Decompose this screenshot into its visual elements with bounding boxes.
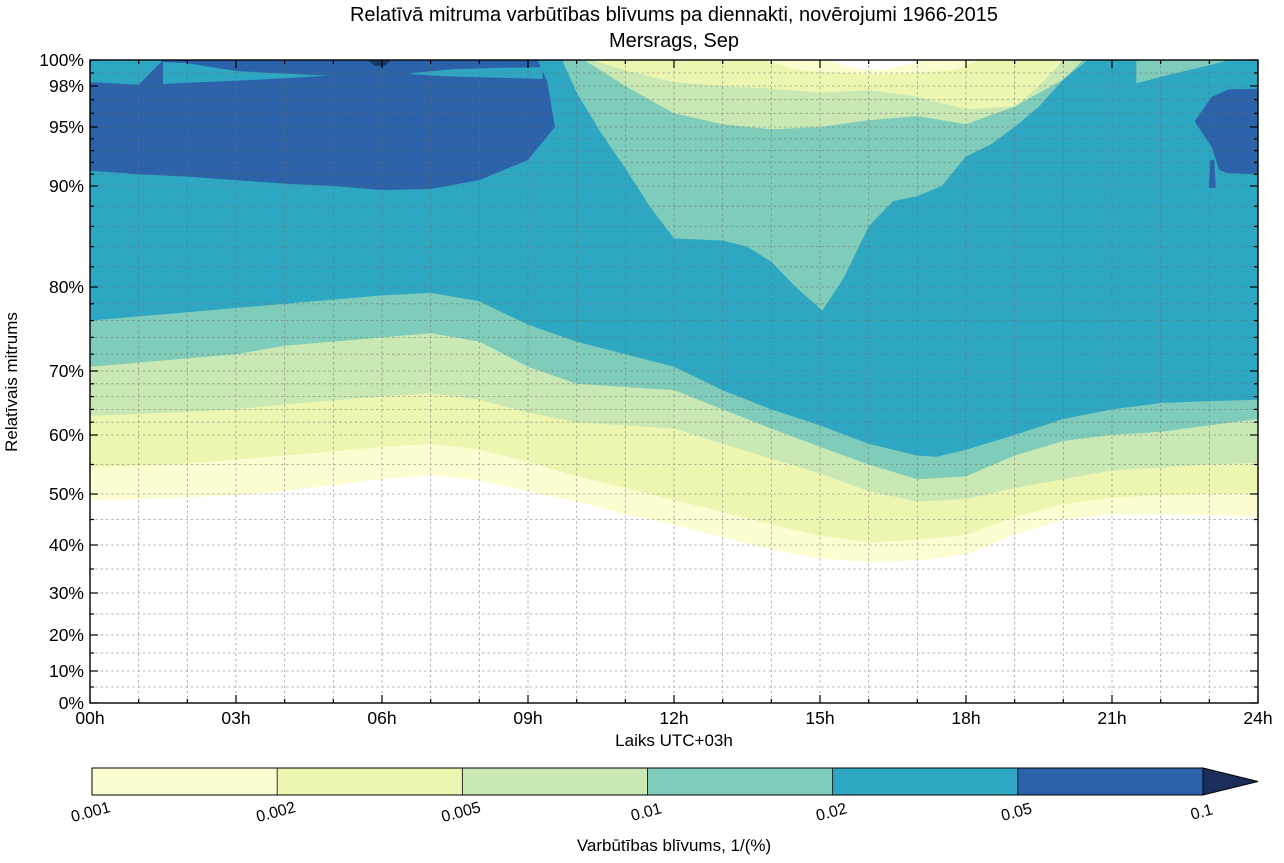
y-tick-label: 80%: [49, 277, 84, 297]
colorbar-arrow: [1202, 767, 1259, 796]
colorbar: 0.001 0.002 0.005 0.01 0.02 0.05 0.1: [69, 767, 1259, 826]
x-tick-label: 06h: [367, 708, 396, 728]
colorbar-tick-label: 0.005: [440, 799, 483, 826]
y-tick-label: 40%: [49, 535, 84, 555]
colorbar-segment: [1017, 768, 1203, 795]
evening-high-density-blob: [1194, 88, 1258, 175]
y-axis-label: Relatīvais mitrums: [2, 312, 21, 452]
colorbar-label: Varbūtības blīvums, 1/(%): [576, 836, 772, 855]
y-tick-label: 98%: [49, 76, 84, 96]
y-tick-label: 100%: [39, 50, 84, 70]
axis-ticks: [89, 59, 1259, 704]
colorbar-tick-label: 0.02: [814, 800, 849, 825]
colorbar-segment: [462, 768, 648, 795]
y-tick-label: 0%: [59, 693, 84, 713]
x-tick-label: 15h: [805, 708, 834, 728]
y-tick-label: 90%: [49, 176, 84, 196]
colorbar-tick-label: 0.1: [1189, 802, 1215, 824]
colorbar-segment: [277, 768, 463, 795]
chart-title: Relatīvā mitruma varbūtības blīvums pa d…: [349, 4, 999, 26]
teal-wedge-top-22h: [1136, 60, 1229, 84]
x-tick-labels: 00h 03h 06h 09h 12h 15h 18h 21h 24h: [75, 708, 1272, 728]
x-tick-label: 00h: [75, 708, 104, 728]
colorbar-tick-label: 0.05: [999, 800, 1034, 825]
colorbar-tick-label: 0.001: [69, 799, 112, 826]
grid-lines: [90, 60, 1258, 703]
y-tick-label: 20%: [49, 625, 84, 645]
x-tick-label: 18h: [951, 708, 980, 728]
navy-peak-spot-06h: [367, 60, 392, 66]
colorbar-segment: [92, 768, 278, 795]
y-tick-label: 50%: [49, 484, 84, 504]
evening-blob-drip-23h: [1208, 160, 1216, 188]
y-tick-label: 30%: [49, 583, 84, 603]
y-tick-label: 60%: [49, 425, 84, 445]
title-block: Relatīvā mitruma varbūtības blīvums pa d…: [90, 2, 1258, 54]
y-tick-label: 70%: [49, 361, 84, 381]
colorbar-segment: [647, 768, 833, 795]
colorbar-segment: [832, 768, 1018, 795]
y-tick-labels: 0% 10% 20% 30% 40% 50% 60% 70% 80% 90% 95% 98% 100%: [39, 50, 84, 713]
x-tick-label: 09h: [513, 708, 542, 728]
y-tick-label: 95%: [49, 117, 84, 137]
x-axis-label: Laiks UTC+03h: [615, 731, 733, 750]
x-tick-label: 12h: [659, 708, 688, 728]
x-tick-label: 21h: [1097, 708, 1126, 728]
x-tick-label: 03h: [221, 708, 250, 728]
x-tick-label: 24h: [1243, 708, 1272, 728]
chart-subtitle: Mersrags, Sep: [608, 30, 740, 52]
y-tick-label: 10%: [49, 661, 84, 681]
night-high-density-blob: [90, 60, 555, 190]
colorbar-tick-label: 0.01: [629, 800, 664, 825]
colorbar-tick-label: 0.002: [254, 799, 297, 826]
